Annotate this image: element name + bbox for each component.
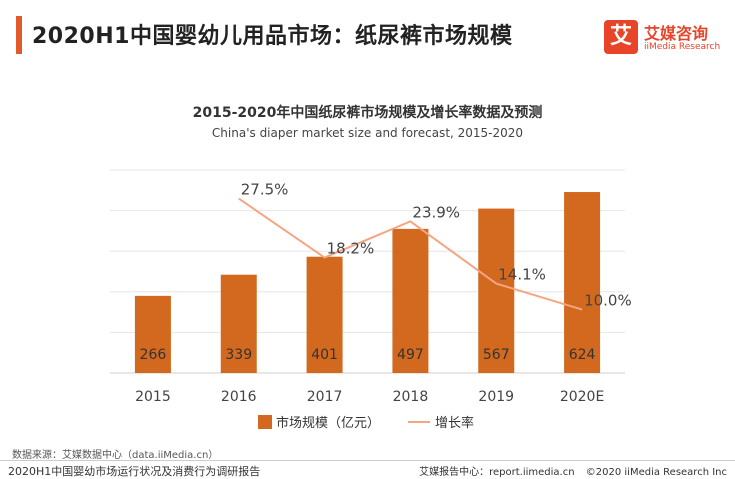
- data-source: 数据来源：艾媒数据中心（data.iiMedia.cn）: [12, 450, 219, 461]
- bar-value-label: 497: [397, 347, 424, 363]
- x-tick-label: 2016: [221, 389, 257, 405]
- x-tick-label: 2015: [135, 389, 171, 405]
- footer-credits: 艾媒报告中心：report.iimedia.cn ©2020 iiMedia R…: [411, 463, 727, 478]
- report-name: 2020H1中国婴幼市场运行状况及消费行为调研报告: [8, 465, 261, 478]
- page-title: 2020H1中国婴幼儿用品市场：纸尿裤市场规模: [32, 24, 513, 49]
- chart-title: 2015-2020年中国纸尿裤市场规模及增长率数据及预测: [192, 105, 543, 121]
- copyright: ©2020 iiMedia Research Inc: [585, 467, 727, 478]
- logo-name-en: iiMedia Research: [644, 42, 721, 52]
- chart-subtitle: China's diaper market size and forecast,…: [211, 126, 524, 140]
- x-tick-label: 2017: [307, 389, 343, 405]
- bar: [306, 256, 343, 373]
- growth-rate-label: 27.5%: [241, 181, 289, 199]
- logo-name-cn: 艾媒咨询: [644, 24, 709, 43]
- legend-line-label: 增长率: [435, 415, 474, 431]
- x-tick-label: 2020E: [560, 389, 604, 405]
- title-accent-bar: [16, 16, 22, 54]
- growth-rate-label: 18.2%: [327, 240, 375, 258]
- bar: [134, 295, 171, 373]
- x-tick-label: 2018: [393, 389, 429, 405]
- bar-value-label: 567: [483, 347, 510, 363]
- legend-bar-label: 市场规模（亿元）: [276, 415, 380, 431]
- bar-value-label: 624: [569, 347, 596, 363]
- footer-divider: [0, 460, 735, 461]
- legend-bar-swatch: [258, 415, 272, 429]
- x-tick-label: 2019: [478, 389, 514, 405]
- bar: [220, 274, 257, 373]
- bar: [564, 192, 601, 373]
- bar-value-label: 401: [311, 347, 338, 363]
- bar: [478, 208, 515, 373]
- chart-area: 266 2015 339 2016 401 2017 497 2018 567 2019 624 20…: [110, 169, 632, 431]
- report-center: 艾媒报告中心：report.iimedia.cn: [419, 467, 575, 478]
- growth-rate-label: 14.1%: [498, 266, 546, 284]
- bar-value-label: 339: [225, 347, 252, 363]
- growth-rate-label: 23.9%: [412, 203, 460, 221]
- growth-rate-label: 10.0%: [584, 292, 632, 310]
- logo-mark-icon: 艾: [604, 20, 638, 54]
- bar-value-label: 266: [140, 347, 167, 363]
- bar: [392, 228, 429, 373]
- growth-line: [238, 197, 583, 311]
